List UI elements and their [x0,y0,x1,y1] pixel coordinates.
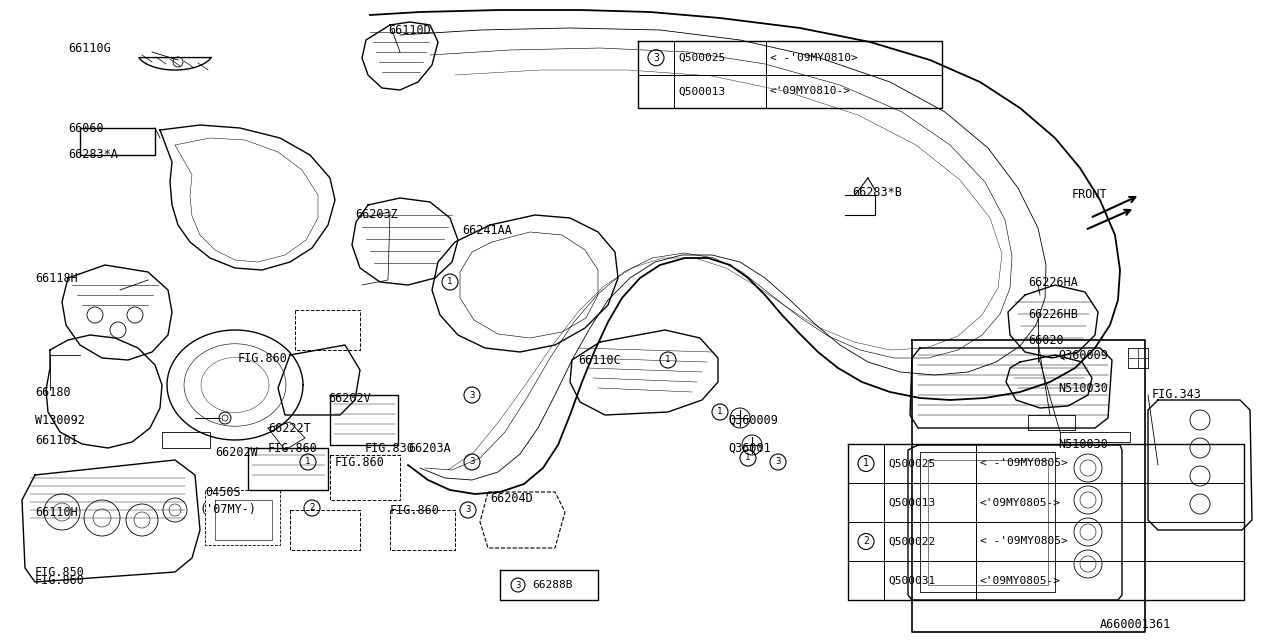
Text: 66118H: 66118H [35,271,78,285]
Text: FIG.343: FIG.343 [1152,388,1202,401]
Text: Q360009: Q360009 [728,413,778,426]
Text: Q500025: Q500025 [678,52,726,63]
Text: 66288B: 66288B [532,580,572,590]
Text: 2: 2 [310,504,315,513]
Text: Q500031: Q500031 [888,575,936,586]
Text: 66226HA: 66226HA [1028,275,1078,289]
Text: FRONT: FRONT [1073,189,1107,202]
Text: FIG.850: FIG.850 [35,566,84,579]
Text: 66283*A: 66283*A [68,148,118,161]
Text: 66202W: 66202W [215,445,257,458]
Text: N510030: N510030 [1059,381,1108,394]
Text: 66020: 66020 [1028,333,1064,346]
Text: 66203A: 66203A [408,442,451,454]
Text: 2: 2 [863,536,869,547]
Text: N510030: N510030 [1059,438,1108,451]
Text: 1: 1 [666,355,671,365]
Text: 66202V: 66202V [328,392,371,404]
Text: Q500013: Q500013 [888,497,936,508]
Text: FIG.830: FIG.830 [365,442,415,454]
Text: 1: 1 [306,458,311,467]
Text: Q500022: Q500022 [888,536,936,547]
Text: <'09MY0805->: <'09MY0805-> [980,575,1061,586]
Text: <'09MY0805->: <'09MY0805-> [980,497,1061,508]
Text: 1: 1 [447,278,453,287]
Text: 66241AA: 66241AA [462,223,512,237]
Text: FIG.860: FIG.860 [390,504,440,516]
Text: 1: 1 [745,454,750,463]
Text: 66060: 66060 [68,122,104,134]
Text: 66110G: 66110G [68,42,111,54]
Text: 66110H: 66110H [35,506,78,518]
Text: 3: 3 [466,506,471,515]
Text: Q36001: Q36001 [728,442,771,454]
Text: 66110D: 66110D [388,24,431,36]
Text: FIG.860: FIG.860 [35,573,84,586]
Text: <'09MY0810->: <'09MY0810-> [771,86,851,96]
Text: Q500025: Q500025 [888,458,936,468]
Text: Q360009: Q360009 [1059,349,1108,362]
Text: FIG.860: FIG.860 [335,456,385,468]
Text: < -'09MY0805>: < -'09MY0805> [980,458,1068,468]
Text: 66180: 66180 [35,385,70,399]
Text: 0450S: 0450S [205,486,241,499]
Text: 3: 3 [470,458,475,467]
Text: 3: 3 [776,458,781,467]
Text: A660001361: A660001361 [1100,618,1171,632]
Text: 66204D: 66204D [490,492,532,504]
Text: 66283*B: 66283*B [852,186,902,198]
Text: 66110C: 66110C [579,353,621,367]
Text: 3: 3 [516,580,521,589]
Text: Q500013: Q500013 [678,86,726,96]
Text: ('07MY-): ('07MY-) [200,504,257,516]
Text: 66222T: 66222T [268,422,311,435]
Text: FIG.860: FIG.860 [268,442,317,454]
Text: 3: 3 [470,390,475,399]
Text: < -'09MY0810>: < -'09MY0810> [771,52,858,63]
Text: W130092: W130092 [35,413,84,426]
Text: FIG.860: FIG.860 [238,351,288,365]
Text: 66203Z: 66203Z [355,209,398,221]
Text: 66226HB: 66226HB [1028,308,1078,321]
Text: 1: 1 [863,458,869,468]
Text: < -'09MY0805>: < -'09MY0805> [980,536,1068,547]
Text: 66110I: 66110I [35,433,78,447]
Text: 1: 1 [717,408,723,417]
Text: 3: 3 [653,52,659,63]
